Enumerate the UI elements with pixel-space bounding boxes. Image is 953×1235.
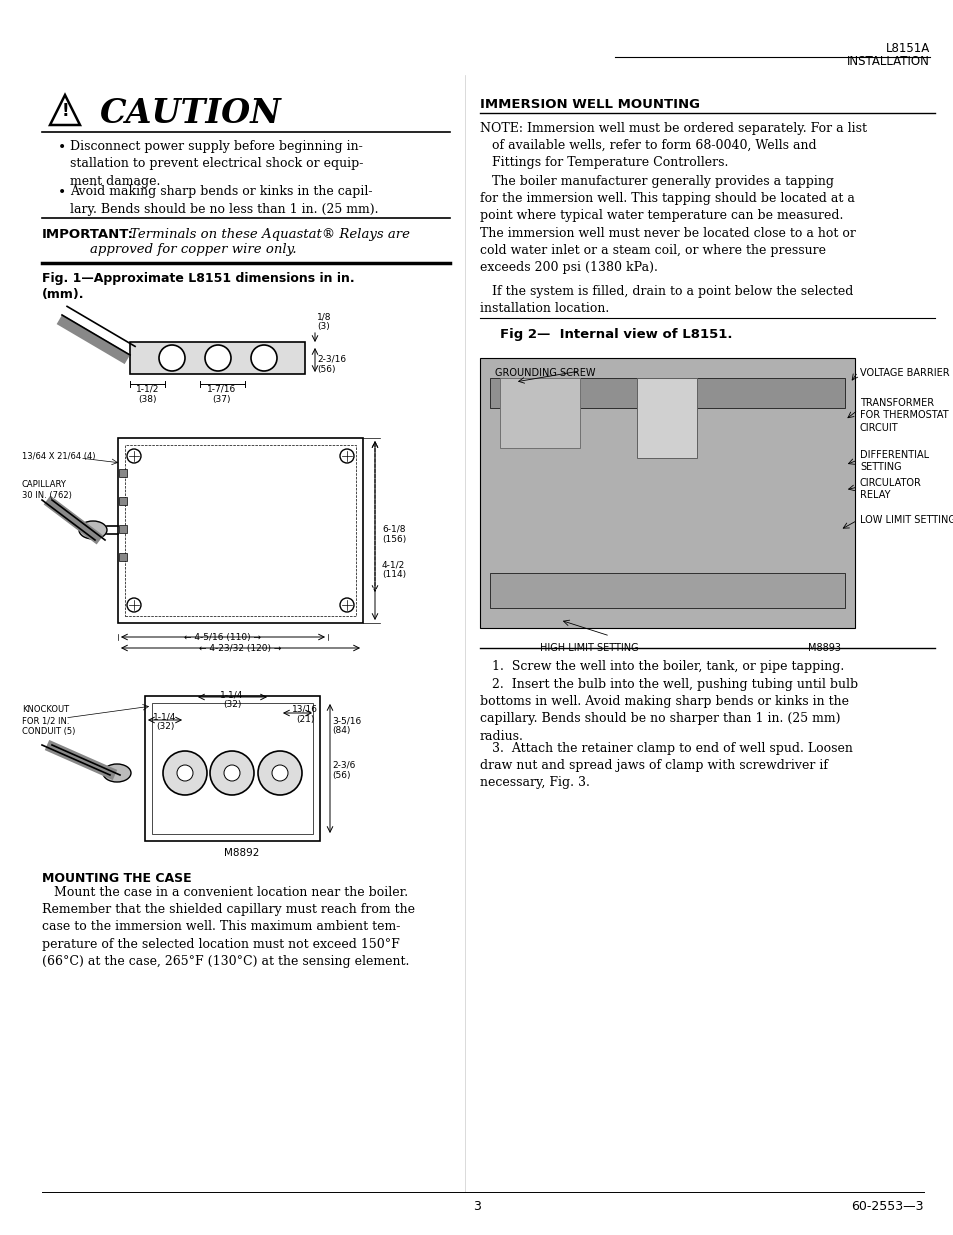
- Text: The boiler manufacturer generally provides a tapping
for the immersion well. Thi: The boiler manufacturer generally provid…: [479, 175, 855, 274]
- Text: DIFFERENTIAL
SETTING: DIFFERENTIAL SETTING: [859, 450, 928, 473]
- Circle shape: [210, 751, 253, 795]
- Ellipse shape: [103, 764, 131, 782]
- Text: ← 4-5/16 (110) →: ← 4-5/16 (110) →: [184, 634, 261, 642]
- Text: GROUNDING SCREW: GROUNDING SCREW: [495, 368, 595, 378]
- Text: 60-2553—3: 60-2553—3: [851, 1200, 923, 1213]
- Text: HIGH LIMIT SETTING: HIGH LIMIT SETTING: [539, 643, 638, 653]
- Text: CIRCULATOR
RELAY: CIRCULATOR RELAY: [859, 478, 921, 500]
- Text: M8893: M8893: [807, 643, 841, 653]
- Text: LOW LIMIT SETTING: LOW LIMIT SETTING: [859, 515, 953, 525]
- Text: 13/64 X 21/64 (4): 13/64 X 21/64 (4): [22, 452, 95, 461]
- Text: M8892: M8892: [224, 848, 259, 858]
- Bar: [145, 697, 319, 841]
- Text: TRANSFORMER
FOR THERMOSTAT
CIRCUIT: TRANSFORMER FOR THERMOSTAT CIRCUIT: [859, 398, 947, 432]
- Bar: [152, 703, 313, 834]
- Text: 1-7/16
(37): 1-7/16 (37): [207, 385, 236, 404]
- Text: L8151A: L8151A: [884, 42, 929, 56]
- Text: Mount the case in a convenient location near the boiler.
Remember that the shiel: Mount the case in a convenient location …: [42, 885, 415, 968]
- Bar: [130, 342, 305, 374]
- Bar: [119, 553, 127, 561]
- Text: 2-3/6
(56): 2-3/6 (56): [332, 761, 355, 781]
- Text: ← 4-23/32 (120) →: ← 4-23/32 (120) →: [198, 643, 281, 653]
- Text: 13/16
(21): 13/16 (21): [292, 705, 317, 725]
- Bar: [119, 496, 127, 505]
- Bar: [119, 525, 127, 534]
- Text: KNOCKOUT
FOR 1/2 IN.
CONDUIT (5): KNOCKOUT FOR 1/2 IN. CONDUIT (5): [22, 705, 75, 736]
- Text: Terminals on these Aquastat® Relays are: Terminals on these Aquastat® Relays are: [130, 228, 410, 241]
- Text: 4-1/2
(114): 4-1/2 (114): [381, 559, 406, 579]
- Bar: [637, 378, 697, 458]
- Text: 2.  Insert the bulb into the well, pushing tubing until bulb
bottoms in well. Av: 2. Insert the bulb into the well, pushin…: [479, 678, 858, 742]
- Circle shape: [159, 345, 185, 370]
- Text: CAUTION: CAUTION: [100, 98, 281, 130]
- Text: •: •: [58, 185, 66, 199]
- Bar: [119, 469, 127, 477]
- Text: NOTE: Immersion well must be ordered separately. For a list
   of available well: NOTE: Immersion well must be ordered sep…: [479, 122, 866, 169]
- Text: •: •: [58, 140, 66, 154]
- Text: Disconnect power supply before beginning in-
stallation to prevent electrical sh: Disconnect power supply before beginning…: [70, 140, 363, 188]
- Text: Avoid making sharp bends or kinks in the capil-
lary. Bends should be no less th: Avoid making sharp bends or kinks in the…: [70, 185, 378, 215]
- Text: MOUNTING THE CASE: MOUNTING THE CASE: [42, 872, 192, 885]
- Text: 1-1/4
(32): 1-1/4 (32): [220, 690, 243, 709]
- Circle shape: [177, 764, 193, 781]
- Text: CAPILLARY
30 IN. (762): CAPILLARY 30 IN. (762): [22, 480, 71, 500]
- Text: 2-3/16
(56): 2-3/16 (56): [316, 354, 346, 374]
- Bar: [125, 445, 355, 616]
- Text: IMMERSION WELL MOUNTING: IMMERSION WELL MOUNTING: [479, 98, 700, 111]
- Bar: [118, 438, 363, 622]
- Bar: [479, 358, 854, 629]
- Circle shape: [205, 345, 231, 370]
- Text: 1-1/4
(32): 1-1/4 (32): [153, 713, 176, 731]
- Text: If the system is filled, drain to a point below the selected
installation locati: If the system is filled, drain to a poin…: [479, 285, 853, 315]
- Text: 1-1/2
(38): 1-1/2 (38): [136, 385, 159, 404]
- Text: IMPORTANT:: IMPORTANT:: [42, 228, 133, 241]
- Text: VOLTAGE BARRIER: VOLTAGE BARRIER: [859, 368, 948, 378]
- Text: 3.  Attach the retainer clamp to end of well spud. Loosen
draw nut and spread ja: 3. Attach the retainer clamp to end of w…: [479, 742, 852, 789]
- Text: 3: 3: [473, 1200, 480, 1213]
- Text: !: !: [61, 103, 69, 121]
- Ellipse shape: [79, 521, 107, 538]
- Text: 3-5/16
(84): 3-5/16 (84): [332, 716, 361, 735]
- Text: 1.  Screw the well into the boiler, tank, or pipe tapping.: 1. Screw the well into the boiler, tank,…: [479, 659, 843, 673]
- Circle shape: [163, 751, 207, 795]
- Text: Fig 2—  Internal view of L8151.: Fig 2— Internal view of L8151.: [499, 329, 732, 341]
- Text: 6-1/8
(156): 6-1/8 (156): [381, 525, 406, 545]
- Circle shape: [251, 345, 276, 370]
- Bar: [490, 378, 844, 408]
- Text: Fig. 1—Approximate L8151 dimensions in in.
(mm).: Fig. 1—Approximate L8151 dimensions in i…: [42, 272, 355, 301]
- Text: 1/8
(3): 1/8 (3): [316, 312, 331, 331]
- Circle shape: [224, 764, 240, 781]
- Text: INSTALLATION: INSTALLATION: [846, 56, 929, 68]
- Circle shape: [272, 764, 288, 781]
- Circle shape: [257, 751, 302, 795]
- Bar: [499, 378, 579, 448]
- Bar: [490, 573, 844, 608]
- Text: approved for copper wire only.: approved for copper wire only.: [90, 243, 296, 256]
